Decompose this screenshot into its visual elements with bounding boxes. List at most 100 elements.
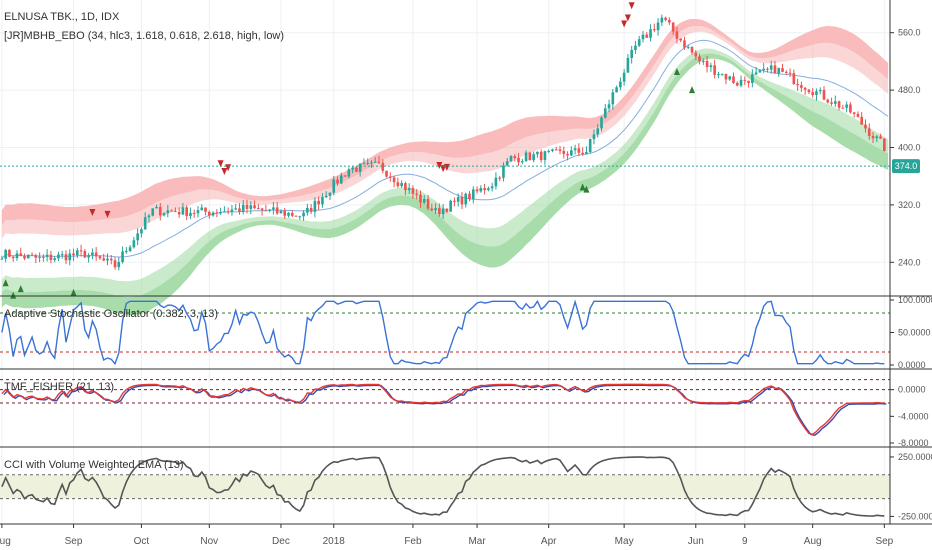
candle-body [709,65,713,68]
candle-body [720,73,724,75]
candle-body [717,74,720,76]
candle-body [558,149,562,151]
candle-body [483,188,486,191]
price-axis[interactable]: 240.0 320.0 400.0 480.0 560.0 0.0000 50.0000 10… [890,28,932,522]
candle-body [818,89,822,92]
candle-body [166,210,170,214]
candle-body [419,194,422,203]
x-tick-label: 9 [742,536,748,547]
candle-body [223,211,226,213]
candle-body [317,200,320,205]
candle-body [113,260,117,268]
sell-signal-marker [217,160,224,168]
candle-body [875,136,879,139]
x-tick-label: Nov [200,536,218,547]
candle-body [762,68,765,71]
candle-body [75,250,79,256]
candle-body [347,169,351,177]
buy-signal-marker [70,288,77,296]
candle-body [313,200,317,212]
candle-body [388,176,392,178]
price-pane[interactable] [0,2,890,316]
candle-body [230,209,234,212]
candle-body [803,87,807,90]
x-tick-label: Dec [272,536,290,547]
candle-body [520,161,524,163]
candle-body [60,254,64,256]
x-tick-label: Jun [688,536,704,547]
x-tick-label: Sep [65,536,83,547]
candle-body [19,253,23,256]
candle-body [751,74,754,83]
candle-body [407,188,411,191]
cci-levels [0,474,890,500]
candle-body [400,183,403,187]
x-tick-label: 2018 [323,536,346,547]
candle-body [162,213,166,216]
buy-signal-marker [10,291,17,299]
candle-body [339,175,343,184]
cci-band [0,474,890,499]
candle-body [362,163,366,165]
candle-body [585,152,588,155]
candle-body [856,113,860,117]
candle-body [434,208,437,211]
candle-body [460,197,464,205]
sell-signal-marker [104,210,111,218]
candle-body [528,152,532,161]
candle-body [883,138,886,151]
candle-body [686,46,690,48]
candle-body [766,68,769,70]
cci-pane[interactable] [0,456,890,517]
candle-body [411,188,415,194]
y-tick-label: 0.0000 [898,385,926,395]
candle-body [219,212,222,214]
candle-body [249,205,253,209]
candle-body [547,151,551,153]
candle-body [864,124,867,129]
fisher-pane[interactable] [0,379,890,436]
stochastic-pane[interactable] [0,299,890,366]
candle-body [479,188,483,192]
candle-body [253,205,256,209]
candle-body [415,193,419,195]
y-tick-label: 240.0 [898,257,921,267]
candle-body [675,31,679,39]
candle-body [735,82,739,86]
candle-body [509,156,513,162]
candle-body [754,72,758,75]
candle-body [603,108,607,118]
candle-body [490,186,494,189]
candle-body [566,154,569,156]
candle-body [234,208,238,210]
candle-body [174,211,177,213]
y-tick-label: 250.0000 [898,452,932,462]
time-axis[interactable]: Aug Sep Oct Nov Dec 2018 Feb Mar Apr May Jun 9 Aug Se… [0,524,894,547]
candle-body [422,199,426,203]
candle-body [373,161,377,163]
candlesticks [0,14,886,271]
candle-body [743,79,747,81]
last-price-badge: 374.0 [892,159,920,174]
y-tick-label: -4.0000 [898,411,929,421]
candle-body [170,210,173,212]
candle-body [668,19,671,23]
x-tick-label: May [615,536,634,547]
candle-body [196,210,200,214]
candle-body [34,255,38,258]
candle-body [268,209,271,211]
candle-body [464,193,468,205]
candle-body [796,83,799,86]
candle-body [581,152,584,155]
candle-body [456,197,460,202]
candle-body [396,182,400,187]
y-tick-label: 0.0000 [898,360,926,370]
candle-body [264,210,268,212]
candle-body [517,157,520,163]
last-price-badge-bg [892,159,920,174]
sell-signal-marker [436,162,443,170]
candle-body [652,29,656,31]
sell-signal-marker [621,20,628,28]
candle-body [784,71,788,73]
